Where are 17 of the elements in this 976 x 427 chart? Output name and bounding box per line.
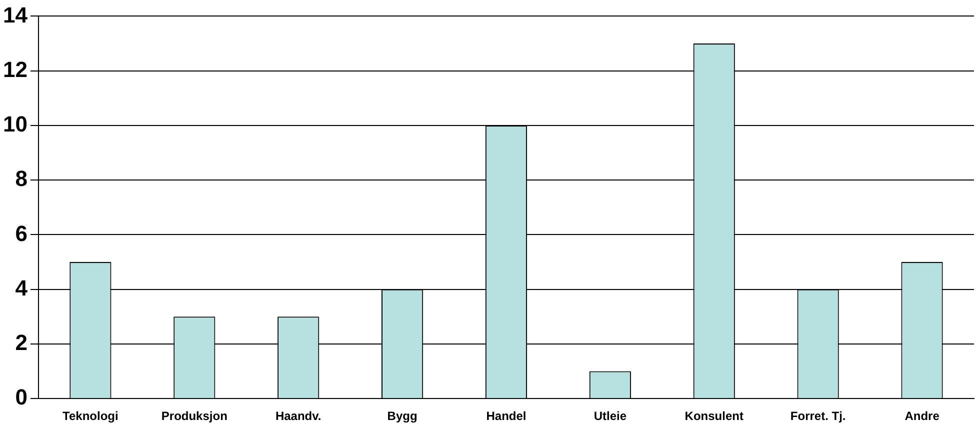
y-tick-label: 4 (15, 275, 28, 300)
x-tick-label: Andre (904, 409, 940, 424)
x-tick-label: Bygg (387, 409, 418, 424)
y-tick-label: 12 (2, 56, 28, 82)
x-tick-label: Haandv. (275, 409, 322, 424)
y-tick-label: 0 (15, 384, 28, 410)
x-tick-label: Produksjon (161, 409, 228, 424)
y-tick-label: 10 (2, 112, 28, 137)
x-tick-label: Teknologi (62, 409, 118, 424)
x-tick-label: Konsulent (684, 409, 744, 424)
y-tick-label: 2 (15, 330, 28, 356)
x-tick-label: Utleie (594, 409, 627, 424)
y-tick-label: 6 (15, 220, 28, 246)
x-tick-label: Forret. Tj. (790, 409, 846, 424)
x-tick-label: Handel (486, 409, 526, 424)
y-tick-label: 14 (2, 2, 28, 28)
y-tick-label: 8 (15, 166, 28, 192)
